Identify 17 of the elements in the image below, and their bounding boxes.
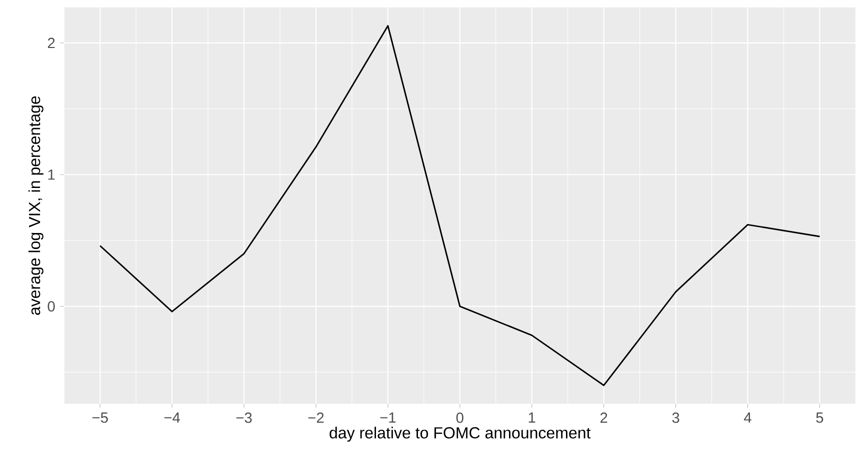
x-tick-label: 3 — [672, 412, 680, 424]
x-tick-label: 0 — [456, 412, 464, 424]
x-tick-label: 1 — [528, 412, 536, 423]
x-tick-label: 2 — [600, 412, 608, 424]
x-tick-label: −2 — [308, 412, 324, 424]
x-tick-label: −5 — [92, 412, 108, 423]
x-axis-title: day relative to FOMC announcement — [330, 426, 591, 442]
x-tick-label: −4 — [164, 412, 180, 423]
y-tick-label: 0 — [48, 301, 55, 312]
x-tick-label: 4 — [744, 412, 752, 423]
line-series — [99, 25, 820, 386]
x-tick-label: −1 — [380, 412, 396, 423]
y-axis-title: average log VIX, in percentage — [28, 96, 44, 316]
y-tick-label: 1 — [48, 170, 55, 180]
x-tick-label: −3 — [236, 412, 252, 424]
y-tick-label: 2 — [48, 38, 55, 48]
x-tick-label: 5 — [816, 412, 824, 423]
